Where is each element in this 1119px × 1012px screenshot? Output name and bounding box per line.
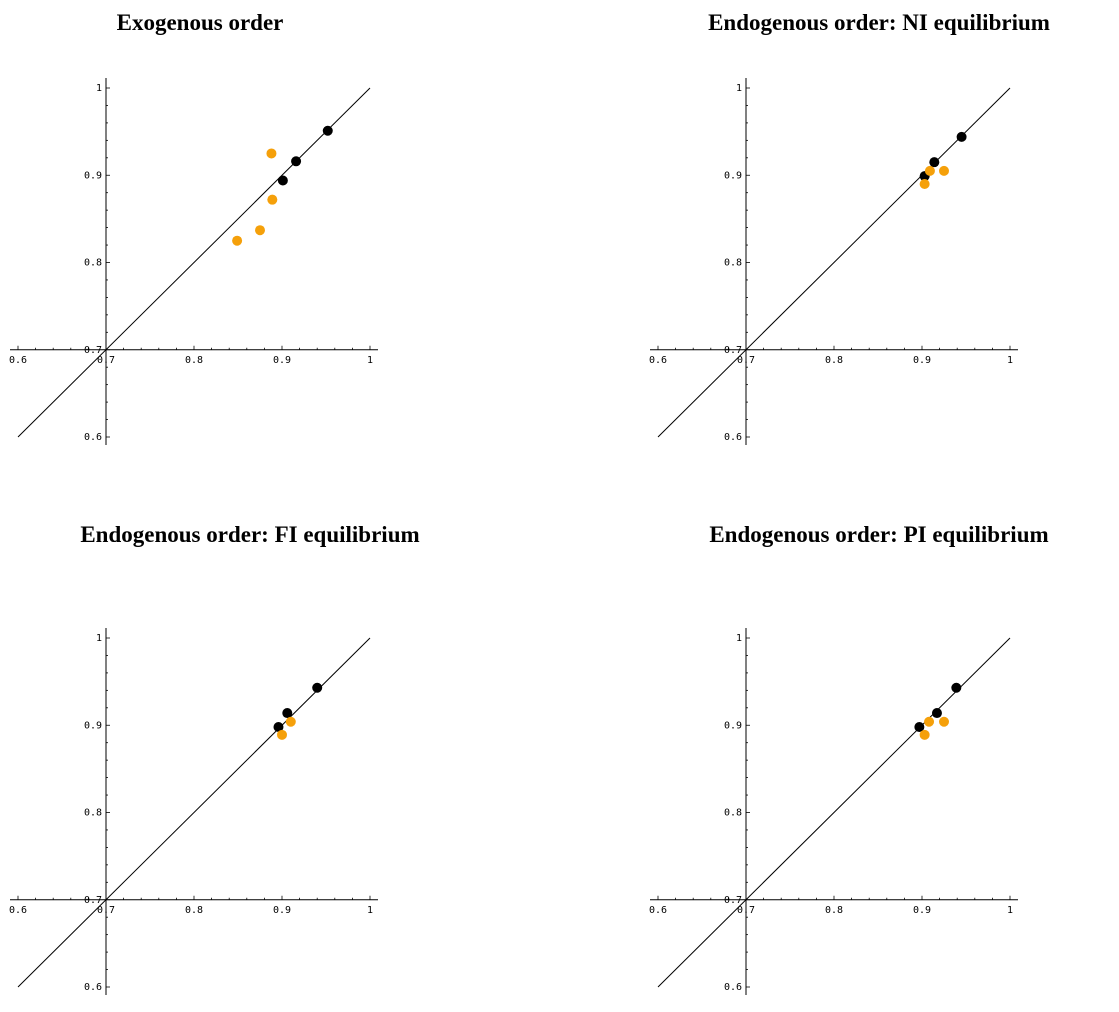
y-tick-label: 1 <box>96 633 102 644</box>
x-tick-label: 0.6 <box>649 355 667 366</box>
chart-plot: 0.6 0.7 0.8 0.9 1 0.6 0.7 0.8 0.9 1 <box>9 78 378 445</box>
data-point <box>919 178 930 189</box>
y-tick-label: 0.8 <box>84 258 102 269</box>
diagonal-line <box>17 87 371 438</box>
x-tick-label: 1 <box>367 905 373 916</box>
x-tick-label: 0.6 <box>9 355 27 366</box>
x-tick-label: 0.8 <box>185 905 203 916</box>
data-point <box>232 235 243 246</box>
y-tick-label: 0.6 <box>724 432 742 443</box>
data-point <box>285 716 296 727</box>
chart-panel-exogenous: Exogenous order 0.6 0.7 0.8 0.9 1 0.6 0.7 0.8 0.… <box>0 0 400 470</box>
x-tick-label: 0.9 <box>913 355 931 366</box>
data-point <box>255 225 265 236</box>
y-tick-label: 1 <box>736 83 742 94</box>
data-point <box>956 131 967 142</box>
y-tick-label: 0.7 <box>724 345 742 356</box>
data-point <box>291 156 302 167</box>
data-point <box>267 194 278 205</box>
x-tick-label: 0.8 <box>825 355 843 366</box>
x-tick-label: 1 <box>1007 355 1013 366</box>
y-tick-label: 0.7 <box>724 895 742 906</box>
data-point <box>266 148 277 159</box>
x-tick-label: 0.7 <box>97 355 115 366</box>
x-tick-label: 0.9 <box>273 355 291 366</box>
y-tick-label: 0.8 <box>724 808 742 819</box>
x-tick-label: 0.7 <box>737 355 755 366</box>
data-point <box>931 708 942 719</box>
y-tick-label: 0.9 <box>724 170 742 181</box>
y-tick-label: 1 <box>96 83 102 94</box>
data-point <box>929 157 940 168</box>
y-tick-label: 0.8 <box>724 258 742 269</box>
x-tick-label: 0.7 <box>97 905 115 916</box>
data-point <box>924 165 935 176</box>
chart-title: Endogenous order: FI equilibrium <box>80 522 420 547</box>
chart-title: Endogenous order: PI equilibrium <box>709 522 1049 547</box>
y-tick-label: 0.9 <box>724 720 742 731</box>
diagonal-line <box>657 637 1011 988</box>
x-tick-label: 0.6 <box>9 905 27 916</box>
data-point <box>277 729 287 740</box>
x-tick-label: 0.7 <box>737 905 755 916</box>
data-point <box>919 729 930 740</box>
data-point <box>322 125 333 136</box>
data-point <box>924 716 935 727</box>
x-tick-label: 0.8 <box>185 355 203 366</box>
x-tick-label: 0.9 <box>913 905 931 916</box>
chart-panel-fi-equilibrium: Endogenous order: FI equilibrium 0.6 0.7 0… <box>0 510 500 995</box>
x-tick-label: 0.8 <box>825 905 843 916</box>
data-point <box>312 682 323 693</box>
diagonal-line <box>657 87 1011 438</box>
x-tick-label: 1 <box>367 355 373 366</box>
chart-title: Exogenous order <box>116 10 284 35</box>
x-tick-label: 0.6 <box>649 905 667 916</box>
data-point <box>914 721 925 732</box>
y-tick-label: 0.6 <box>724 982 742 993</box>
y-tick-label: 1 <box>736 633 742 644</box>
y-tick-label: 0.7 <box>84 345 102 356</box>
y-tick-label: 0.6 <box>84 432 102 443</box>
data-point <box>939 716 949 727</box>
data-point <box>939 165 949 176</box>
diagonal-line <box>17 637 371 988</box>
chart-plot: 0.6 0.7 0.8 0.9 1 0.6 0.7 0.8 0.9 1 <box>9 628 378 995</box>
chart-title: Endogenous order: NI equilibrium <box>708 10 1050 35</box>
y-tick-label: 0.6 <box>84 982 102 993</box>
data-point <box>277 175 288 186</box>
y-tick-label: 0.9 <box>84 720 102 731</box>
y-tick-label: 0.8 <box>84 808 102 819</box>
data-point <box>951 682 962 693</box>
x-tick-label: 1 <box>1007 905 1013 916</box>
y-tick-label: 0.7 <box>84 895 102 906</box>
y-tick-label: 0.9 <box>84 170 102 181</box>
data-point <box>282 708 293 719</box>
chart-panel-ni-equilibrium: Endogenous order: NI equilibrium 0.6 0.7 0… <box>640 0 1119 470</box>
x-tick-label: 0.9 <box>273 905 291 916</box>
chart-plot: 0.6 0.7 0.8 0.9 1 0.6 0.7 0.8 0.9 1 <box>649 78 1018 445</box>
data-point <box>273 721 284 732</box>
chart-plot: 0.6 0.7 0.8 0.9 1 0.6 0.7 0.8 0.9 1 <box>649 628 1018 995</box>
chart-panel-pi-equilibrium: Endogenous order: PI equilibrium 0.6 0.7 0… <box>640 510 1119 995</box>
